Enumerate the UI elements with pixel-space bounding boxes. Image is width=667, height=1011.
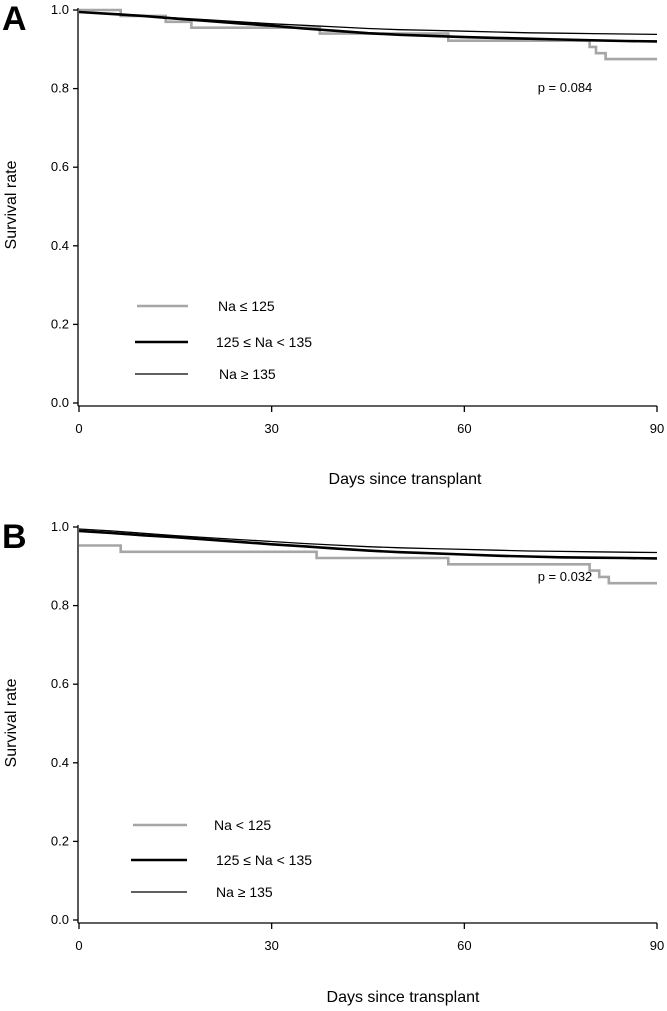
y-tick-label: 0.0 bbox=[51, 395, 69, 410]
x-tick-label: 90 bbox=[650, 938, 664, 953]
panel-letter: A bbox=[2, 0, 27, 38]
y-tick-label: 0.4 bbox=[51, 755, 69, 770]
panel-A: A 0.0 0.2 0.4 0.6 0.8 1.0 0 30 60 90 Days since tra… bbox=[2, 0, 664, 488]
series-line bbox=[79, 544, 657, 585]
series-line bbox=[78, 10, 658, 43]
y-tick-label: 0.6 bbox=[51, 676, 69, 691]
y-tick-label: 1.0 bbox=[51, 2, 69, 17]
legend-label: Na < 125 bbox=[214, 817, 271, 833]
x-axis-title: Days since transplant bbox=[327, 989, 481, 1006]
y-tick-label: 0.2 bbox=[51, 833, 69, 848]
y-tick-label: 0.2 bbox=[51, 316, 69, 331]
y-tick-label: 0.0 bbox=[51, 912, 69, 927]
y-tick-label: 1.0 bbox=[51, 519, 69, 534]
x-tick-label: 30 bbox=[264, 938, 278, 953]
x-axis-title: Days since transplant bbox=[329, 471, 483, 488]
x-tick-label: 60 bbox=[457, 938, 471, 953]
y-tick-label: 0.6 bbox=[51, 159, 69, 174]
series-line bbox=[78, 11, 658, 36]
x-tick-label: 0 bbox=[75, 421, 82, 436]
x-tick-label: 60 bbox=[457, 421, 471, 436]
x-tick-label: 90 bbox=[650, 421, 664, 436]
y-tick-label: 0.8 bbox=[51, 81, 69, 96]
panel-B: B 0.0 0.2 0.4 0.6 0.8 1.0 0 30 60 90 Days since tra… bbox=[2, 518, 664, 1006]
legend-label: Na ≤ 125 bbox=[218, 298, 275, 314]
legend-label: 125 ≤ Na < 135 bbox=[216, 334, 312, 350]
legend-label: Na ≥ 135 bbox=[216, 884, 273, 900]
y-axis-title: Survival rate bbox=[3, 160, 20, 249]
series-line bbox=[78, 528, 658, 554]
p-value-annotation: p = 0.084 bbox=[538, 80, 593, 95]
legend-label: Na ≥ 135 bbox=[219, 366, 276, 382]
series-line bbox=[78, 529, 658, 560]
panel-letter: B bbox=[2, 518, 27, 556]
y-axis-title: Survival rate bbox=[3, 678, 20, 767]
x-tick-label: 30 bbox=[264, 421, 278, 436]
y-tick-label: 0.4 bbox=[51, 238, 69, 253]
p-value-annotation: p = 0.032 bbox=[538, 569, 593, 584]
y-tick-label: 0.8 bbox=[51, 598, 69, 613]
x-tick-label: 0 bbox=[75, 938, 82, 953]
legend-label: 125 ≤ Na < 135 bbox=[216, 852, 312, 868]
